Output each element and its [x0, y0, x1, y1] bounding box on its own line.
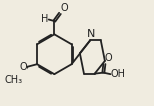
Text: O: O	[105, 53, 112, 63]
Text: OH: OH	[111, 69, 126, 79]
Text: N: N	[86, 29, 95, 39]
Text: H: H	[41, 14, 48, 24]
Text: CH₃: CH₃	[5, 75, 23, 85]
Text: O: O	[19, 62, 27, 72]
Text: O: O	[61, 3, 68, 13]
